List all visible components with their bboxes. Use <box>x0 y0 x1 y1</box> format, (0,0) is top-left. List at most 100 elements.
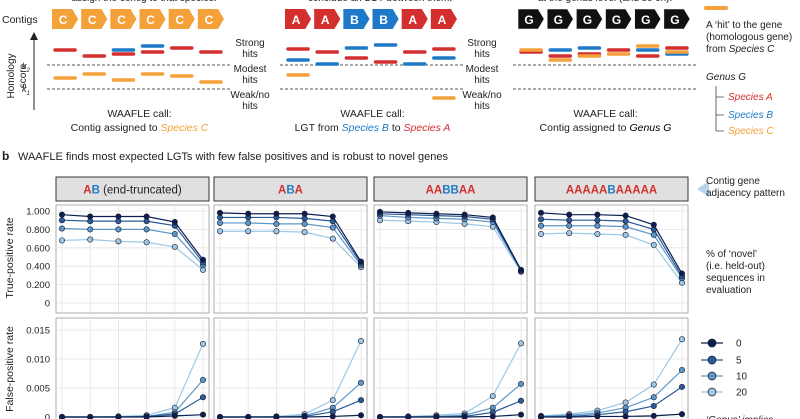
fp-point <box>171 412 178 419</box>
gene-arrow <box>139 9 166 29</box>
fp-point <box>517 397 524 404</box>
tp-point <box>650 221 657 228</box>
tp-series-line-5 <box>540 218 683 277</box>
gene-label: G <box>641 13 650 27</box>
gene-label: C <box>175 13 184 27</box>
legend-tree <box>715 86 724 132</box>
tp-series-line-5 <box>379 213 522 272</box>
tp-point <box>301 220 308 227</box>
fp-point <box>489 393 496 400</box>
tp-point <box>376 208 383 215</box>
gene-arrow <box>401 9 428 29</box>
tp-point <box>301 229 308 236</box>
waafle-call-part: Species B <box>342 122 389 134</box>
footer-fragment: ‘Genus’ implies <box>706 415 773 419</box>
contig-group: A A B B A A WAAFLE call: LGT from Species B to … <box>280 9 465 134</box>
tp-tick-label: 1.000 <box>26 207 50 218</box>
gene-label: C <box>205 13 214 27</box>
fp-point <box>377 414 383 419</box>
top-caption: assign the contig to that species. <box>71 0 216 4</box>
tp-point <box>171 219 178 226</box>
waafle-call-part: Contig assigned to <box>540 122 630 134</box>
tp-point <box>678 270 685 277</box>
weak-hits-label: hits <box>474 101 490 112</box>
waafle-call-part: Genus G <box>629 122 671 134</box>
tp-tick-label: 0.600 <box>26 243 50 254</box>
waafle-call-part: Species C <box>161 122 209 134</box>
fp-point <box>87 414 94 419</box>
tp-point <box>245 228 252 235</box>
gene-arrow <box>546 8 574 30</box>
fp-point <box>650 394 657 401</box>
fp-point <box>115 414 122 419</box>
fp-plot-frame <box>373 317 528 419</box>
tp-point <box>622 231 629 238</box>
fp-point <box>59 414 65 419</box>
fp-point <box>517 340 524 347</box>
pattern-part: AA <box>459 185 476 197</box>
gene-label: C <box>88 13 97 27</box>
gene-arrow <box>52 9 79 29</box>
tp-point <box>594 217 601 224</box>
legend-hit-text: (homologous gene) <box>706 32 792 43</box>
pattern-part: A <box>295 185 303 197</box>
panel-b-letter: b <box>2 149 9 163</box>
modest-hits-label: Modest <box>234 64 267 75</box>
pattern-part: AAAAA <box>566 185 608 197</box>
tp-axis-label: True-positive rate <box>4 217 16 298</box>
weak-hits-label: Weak/no <box>230 90 270 101</box>
tp-point <box>537 222 544 229</box>
contig-group: C C C C C C WAAFLE call: Contig assigned to Spe… <box>47 9 232 134</box>
gene-label: C <box>117 13 126 27</box>
tp-point <box>245 219 252 226</box>
legend-label-10: 10 <box>736 372 748 383</box>
legend-marker-20 <box>707 387 717 397</box>
tp-point <box>217 219 224 226</box>
legend-label-0: 0 <box>736 339 742 350</box>
fp-point <box>301 414 308 419</box>
tp-series-line-0 <box>379 211 522 271</box>
fp-point <box>357 397 364 404</box>
pattern-header <box>534 176 689 202</box>
fp-point <box>622 413 629 419</box>
tp-point <box>329 213 336 220</box>
modest-hits-label: hits <box>474 75 490 86</box>
tp-point <box>58 237 65 244</box>
tp-point <box>143 226 150 233</box>
gene-arrow <box>576 8 603 30</box>
legend-label-20: 20 <box>736 388 748 399</box>
adjacency-arrow-icon <box>697 181 709 197</box>
gene-label: A <box>292 13 301 27</box>
gene-label: A <box>321 13 330 27</box>
tp-point <box>273 228 280 235</box>
fp-point <box>329 413 336 419</box>
tp-plot-frame <box>55 204 210 314</box>
tp-point <box>171 243 178 250</box>
fp-point <box>678 411 685 418</box>
legend-label-5: 5 <box>736 356 742 367</box>
k2-subscript: 2 <box>26 68 31 74</box>
tp-series-line-20 <box>61 238 204 271</box>
tp-point <box>566 222 573 229</box>
novel-legend-text: evaluation <box>706 285 752 296</box>
fp-series-line-0 <box>220 414 362 418</box>
fp-point <box>357 379 364 386</box>
tp-point <box>329 224 336 231</box>
tp-point <box>115 238 122 245</box>
gene-arrow <box>430 9 457 29</box>
fp-point <box>517 380 524 387</box>
fp-point <box>517 411 524 418</box>
homology-axis-label: Homologyscore <box>6 53 29 98</box>
waafle-call-text: Contig assigned to Species C <box>71 122 209 134</box>
fp-point <box>650 381 657 388</box>
waafle-call-part: LGT from <box>295 122 342 134</box>
tp-point <box>273 220 280 227</box>
fp-tick-label: 0.010 <box>26 355 50 366</box>
gene-arrow <box>372 9 399 29</box>
fp-point <box>405 414 412 419</box>
fp-point <box>433 414 440 419</box>
fp-point <box>622 399 629 406</box>
fp-series-line-0 <box>380 414 522 418</box>
tp-point <box>87 226 94 233</box>
